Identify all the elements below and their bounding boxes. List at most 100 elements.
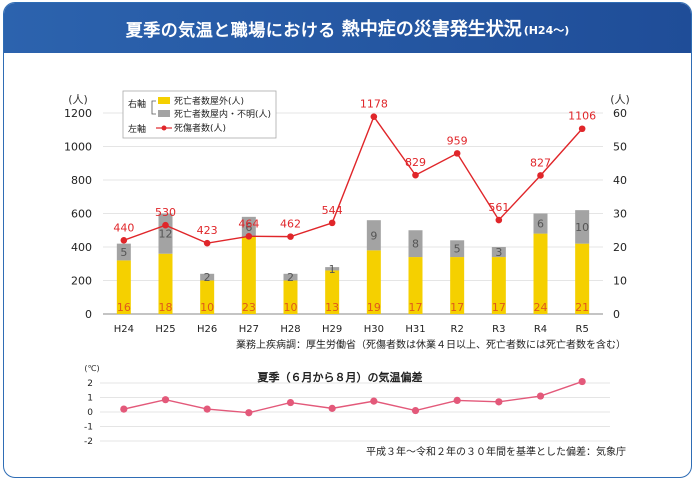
temp-point [203, 405, 211, 413]
bar-indoor-label: 8 [412, 238, 419, 251]
right-axis-ticks: 0 10 20 30 40 50 60 [613, 107, 627, 321]
bar-indoor [325, 267, 340, 271]
casualties-label: 1178 [360, 98, 388, 111]
bar-indoor-label: 5 [120, 246, 127, 259]
bar-outdoor-label: 24 [534, 301, 548, 314]
x-tick-label: H29 [322, 324, 342, 335]
bar-outdoor [283, 280, 298, 314]
bar-outdoor [366, 250, 381, 314]
x-tick-label: H25 [155, 324, 175, 335]
title-part2: 熱中症の災害発生状況 [341, 19, 522, 40]
bar-indoor [283, 273, 298, 281]
casualties-point [495, 216, 503, 224]
casualties-label: 462 [280, 218, 301, 231]
casualties-label: 829 [405, 156, 426, 169]
bar-outdoor-label: 13 [325, 301, 339, 314]
legend-right-axis-label: 右軸 [128, 98, 146, 110]
casualties-line-group: 440 530 423 464 462 544 1178 829 959 561 827 1106 [113, 98, 596, 247]
bar-indoor-label: 6 [537, 218, 544, 231]
left-tick-label: 400 [71, 241, 92, 254]
bar-indoor-label: 1 [329, 263, 336, 276]
x-tick-label: R3 [492, 324, 505, 335]
temp-point [453, 396, 461, 404]
bar-outdoor [325, 270, 340, 314]
casualties-point [287, 233, 294, 240]
temp-chart-gridlines [100, 382, 610, 442]
temp-point [161, 396, 170, 404]
title-part1: 夏季の気温と職場における [125, 20, 336, 41]
x-tick-label: H28 [280, 324, 300, 335]
legend-bracket [151, 100, 156, 115]
bar-outdoor-label: 17 [409, 301, 423, 314]
x-tick-label: H30 [364, 324, 384, 335]
temp-unit: (℃) [84, 364, 99, 373]
left-tick-label: 200 [71, 275, 92, 288]
bar-value-labels: 16 5 18 12 10 2 23 6 10 2 13 1 19 9 17 8 17 5 17 3 24 6 21 10 [117, 218, 589, 314]
left-tick-label: 1000 [64, 141, 92, 154]
casualties-label: 423 [197, 224, 218, 237]
temp-tick-label: -2 [84, 437, 93, 447]
temp-line [123, 380, 583, 414]
bar-outdoor [450, 257, 465, 314]
bar-indoor [575, 210, 590, 244]
bar-indoor-label: 3 [495, 246, 502, 259]
casualties-point [412, 171, 419, 179]
bar-indoor [200, 273, 215, 281]
casualties-label: 544 [322, 204, 343, 217]
bar-indoor-label: 2 [204, 271, 211, 284]
casualties-label: 561 [488, 201, 509, 214]
left-axis-ticks: 0 200 400 600 800 1000 1200 [64, 107, 92, 321]
bar-outdoor [158, 253, 173, 314]
bar-outdoor [116, 260, 131, 314]
temp-axis-ticks: 2 1 0 -1 -2 [84, 379, 93, 447]
casualties-point [162, 221, 169, 229]
bar-outdoor-label: 10 [284, 301, 298, 314]
header-banner: 夏季の気温と職場における 熱中症の災害発生状況 (H24〜) [4, 3, 691, 53]
right-tick-label: 0 [613, 308, 620, 321]
bar-outdoor-label: 17 [450, 301, 464, 314]
right-tick-label: 20 [613, 241, 627, 254]
bar-indoor [408, 230, 423, 258]
bar-indoor [241, 216, 256, 237]
bar-indoor [491, 247, 506, 258]
bar-indoor [158, 213, 173, 254]
temp-point [328, 404, 336, 412]
title-part3: (H24〜) [523, 24, 570, 37]
casualties-point [453, 150, 461, 157]
right-tick-label: 60 [613, 107, 627, 120]
bar-indoor [533, 213, 548, 234]
casualties-point [245, 232, 253, 240]
bar-indoor-label: 6 [245, 221, 252, 234]
bar-indoor [450, 240, 465, 258]
temp-point [495, 398, 503, 406]
casualties-point [120, 237, 128, 244]
bar-indoor-label: 5 [454, 243, 461, 256]
casualties-line [123, 115, 583, 244]
x-tick-label: H26 [197, 324, 217, 335]
casualties-point [578, 125, 586, 133]
legend-left-axis-label: 左軸 [128, 123, 146, 135]
bar-outdoor [575, 243, 590, 314]
casualties-point [537, 172, 544, 179]
bar-outdoor-label: 17 [492, 301, 506, 314]
bar-outdoor-label: 23 [242, 301, 256, 314]
temp-point [536, 392, 545, 400]
x-tick-label: R4 [534, 324, 547, 335]
temp-source-note: 平成３年〜令和２年の３０年間を基準とした偏差：気象庁 [366, 445, 626, 458]
legend-label-outdoor: 死亡者数屋外(人) [174, 95, 244, 107]
right-tick-label: 40 [613, 174, 627, 187]
bar-outdoor [241, 236, 256, 314]
right-tick-label: 10 [613, 275, 627, 288]
casualties-label: 530 [155, 206, 176, 219]
bar-indoor [116, 243, 131, 261]
right-axis-unit: (人) [610, 93, 630, 106]
bar-outdoor-label: 16 [117, 301, 131, 314]
main-source-note: 業務上疾病調：厚生労働省（死傷者数は休業４日以上、死亡者数には死亡者数を含む） [236, 338, 626, 351]
x-axis-labels: H24 H25 H26 H27 H28 H29 H30 H31 R2 R3 R4 R5 [114, 324, 589, 335]
casualties-label: 959 [447, 134, 468, 147]
bar-indoor-label: 10 [575, 221, 589, 234]
legend-box [122, 90, 277, 139]
temp-chart-title: 夏季（６月から８月）の気温偏差 [258, 370, 423, 384]
left-tick-label: 600 [71, 208, 92, 221]
casualties-point [328, 219, 336, 227]
